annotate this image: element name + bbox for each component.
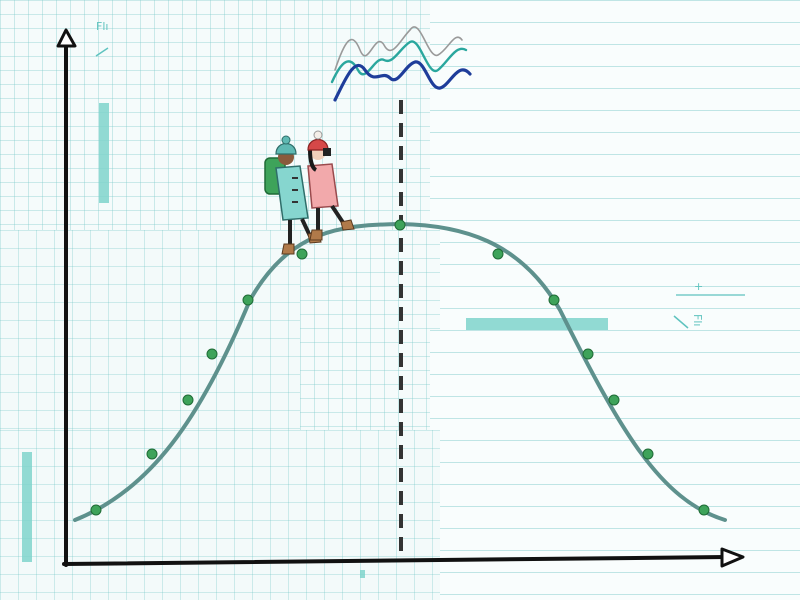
leg [300, 218, 312, 237]
x-axis-arrow [720, 547, 745, 568]
boot [309, 229, 323, 241]
wave-trio-icon [330, 26, 472, 102]
wave-navy [333, 60, 472, 102]
highlight-bar [360, 570, 365, 578]
curve-dot [492, 248, 504, 260]
wave-gray [334, 26, 463, 71]
curve-dot [642, 448, 654, 460]
curve-dot [206, 348, 218, 360]
curve-dot [182, 394, 194, 406]
hikers-illustration [264, 130, 355, 255]
coat [307, 163, 339, 209]
hiker-pink [307, 130, 355, 241]
curve-dot [582, 348, 594, 360]
highlight-bar [22, 452, 32, 562]
curve-dot [548, 294, 560, 306]
curve-dots [90, 219, 710, 516]
scribble-mark [673, 315, 689, 329]
curve-dot [296, 248, 308, 260]
graph-paper-scrap [430, 0, 800, 330]
hat [275, 142, 297, 155]
curve-dot [242, 294, 254, 306]
scribble-mark [95, 47, 109, 57]
hat-pompom [313, 130, 323, 140]
y-axis-arrow [56, 28, 77, 48]
boot [281, 243, 295, 255]
note-text-top-left: Flı [96, 20, 109, 33]
hair [308, 149, 318, 172]
curve-dot [146, 448, 158, 460]
boot [340, 219, 355, 231]
curve-dot [698, 504, 710, 516]
hat-pompom [281, 135, 291, 145]
curve-dot [394, 219, 406, 231]
note-plus-sign: + [694, 280, 704, 293]
coat [275, 165, 309, 221]
binoculars [323, 148, 331, 156]
graph-paper-scrap [0, 430, 440, 600]
highlight-bar [99, 103, 109, 203]
graph-paper-scrap [0, 0, 440, 235]
graph-paper-scrap [0, 230, 300, 430]
curve-dot [90, 504, 102, 516]
curve-dot [608, 394, 620, 406]
x-axis-line [62, 555, 728, 566]
leg [330, 204, 346, 226]
highlight-bar [466, 318, 608, 330]
hiker-teal [264, 135, 322, 255]
